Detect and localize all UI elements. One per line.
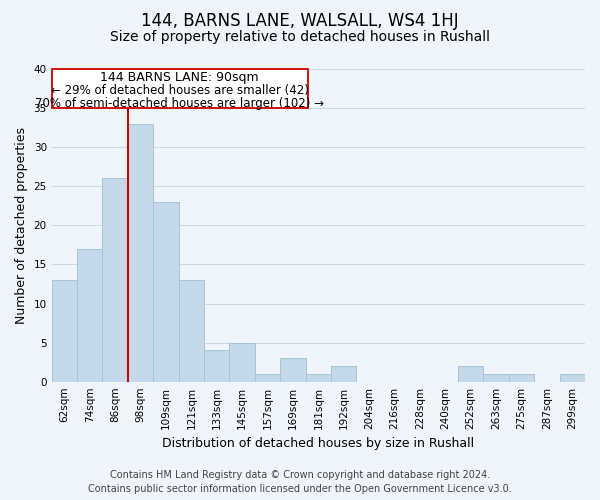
Bar (458, 366, 484, 382)
Bar (305, 374, 331, 382)
Text: Contains HM Land Registry data © Crown copyright and database right 2024.
Contai: Contains HM Land Registry data © Crown c… (88, 470, 512, 494)
Bar (560, 374, 585, 382)
Y-axis label: Number of detached properties: Number of detached properties (15, 127, 28, 324)
Bar (229, 342, 255, 382)
Bar (153, 202, 179, 382)
Bar (509, 374, 534, 382)
X-axis label: Distribution of detached houses by size in Rushall: Distribution of detached houses by size … (162, 437, 475, 450)
Text: 70% of semi-detached houses are larger (102) →: 70% of semi-detached houses are larger (… (35, 97, 324, 110)
Bar (52, 280, 77, 382)
Bar (128, 124, 153, 382)
Bar (179, 280, 204, 382)
Bar (484, 374, 509, 382)
Bar (204, 350, 229, 382)
FancyBboxPatch shape (52, 69, 308, 108)
Text: 144, BARNS LANE, WALSALL, WS4 1HJ: 144, BARNS LANE, WALSALL, WS4 1HJ (141, 12, 459, 30)
Bar (103, 178, 128, 382)
Bar (255, 374, 280, 382)
Bar (280, 358, 305, 382)
Bar (77, 249, 103, 382)
Text: Size of property relative to detached houses in Rushall: Size of property relative to detached ho… (110, 30, 490, 44)
Text: ← 29% of detached houses are smaller (42): ← 29% of detached houses are smaller (42… (51, 84, 308, 96)
Bar (331, 366, 356, 382)
Text: 144 BARNS LANE: 90sqm: 144 BARNS LANE: 90sqm (100, 70, 259, 84)
